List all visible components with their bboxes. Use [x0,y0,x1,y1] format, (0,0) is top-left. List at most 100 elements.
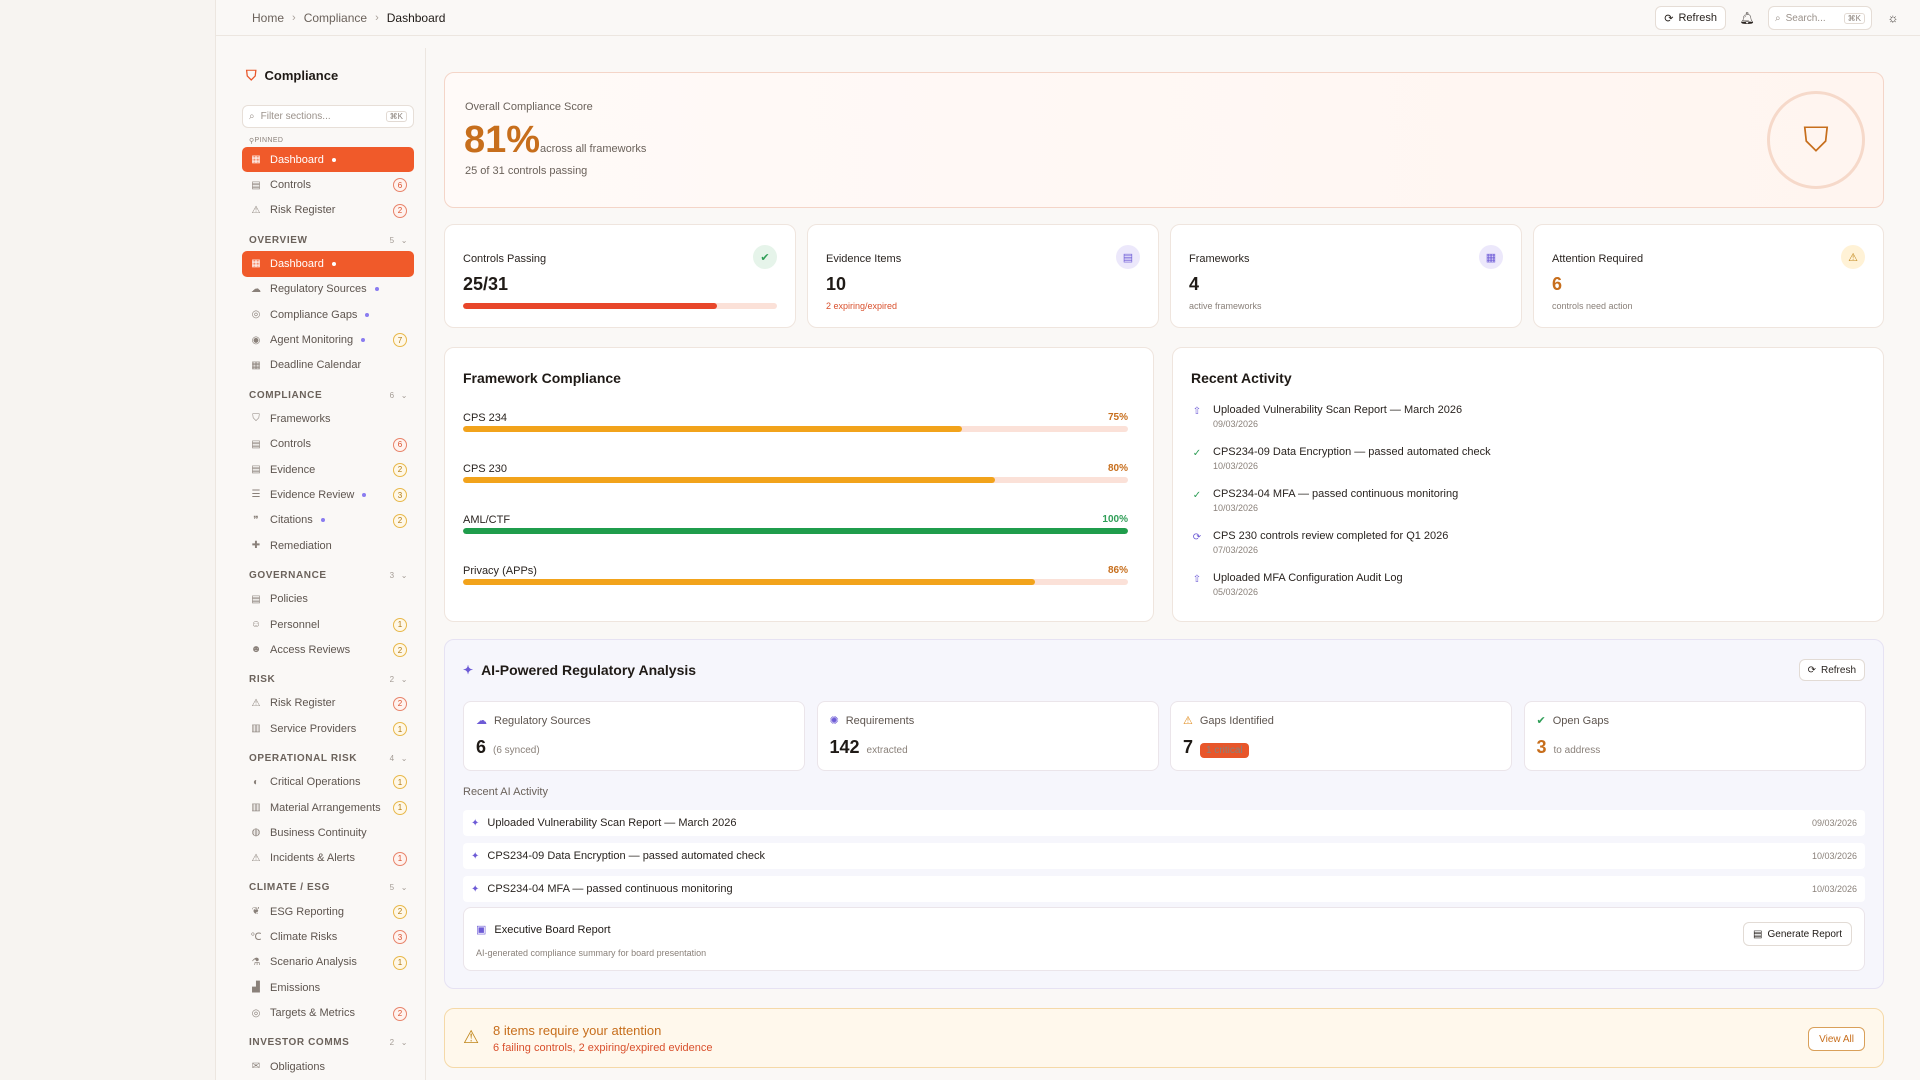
warning-icon: ⚠ [1841,245,1865,269]
bell-icon[interactable]: 🔔︎ [1739,11,1755,25]
sidebar-item-agent-monitoring[interactable]: ◉ Agent Monitoring 7 [242,327,414,352]
sidebar-item-deadline-calendar[interactable]: ▦ Deadline Calendar [242,353,414,378]
sidebar-item-compliance-gaps[interactable]: ◎ Compliance Gaps [242,302,414,327]
framework-progress-fill [463,579,1035,585]
sidebar-item-frameworks[interactable]: ⛉ Frameworks [242,406,414,431]
metric-value-row: 3 to address [1537,737,1601,758]
activity-date: 05/03/2026 [1213,587,1259,597]
dashboard-icon: ▦ [251,154,261,166]
ai-activity-date: 09/03/2026 [1811,818,1857,828]
framework-progress-bar [463,426,1128,432]
section-header-governance[interactable]: GOVERNANCE 3 ⌄ [242,564,414,586]
breadcrumb-compliance[interactable]: Compliance [303,11,368,25]
breadcrumb-home[interactable]: Home [252,11,285,25]
ai-analysis-header: ✦ AI-Powered Regulatory Analysis [463,662,696,678]
count-badge: 3 [393,930,407,945]
search-input[interactable]: ⌕ Search... ⌘K [1768,6,1872,30]
sidebar-item-esg-reporting[interactable]: ❦ ESG Reporting 2 [242,899,414,924]
stat-controls-passing: Controls Passing 25/31 ✔ [444,224,796,328]
sidebar-item-policies[interactable]: ▤ Policies [242,586,414,611]
sidebar-item-evidence-review[interactable]: ☰ Evidence Review 3 [242,482,414,507]
section-header-risk[interactable]: RISK 2 ⌄ [242,669,414,691]
calendar-icon: ▦ [1479,245,1503,269]
generate-report-button[interactable]: ▤ Generate Report [1743,922,1852,946]
section-count: 3 [389,570,395,580]
metric-value-row: 7 1 critical [1183,737,1249,758]
section-header-operational-risk[interactable]: OPERATIONAL RISK 4 ⌄ [242,747,414,769]
chevron-down-icon: ⌄ [400,390,408,400]
activity-text: CPS234-09 Data Encryption — passed autom… [1213,446,1491,458]
cloud-icon: ☁ [476,715,487,727]
sidebar-item-remediation[interactable]: ✚ Remediation [242,533,414,558]
warning-icon: ⚠ [251,204,261,216]
topbar-refresh-button[interactable]: ⟳ Refresh [1655,6,1726,30]
ai-activity-row: ✦ CPS234-04 MFA — passed continuous monit… [463,876,1865,902]
building-icon: ▥ [251,802,261,813]
warning-icon: ⚠ [251,852,261,864]
search-shortcut: ⌘K [1843,12,1865,24]
calendar-icon: ▦ [251,359,261,371]
sidebar-item-climate-risks[interactable]: ℃ Climate Risks 3 [242,924,414,949]
sidebar-item-label: Targets & Metrics [270,1007,355,1020]
document-icon: ▤ [251,464,261,476]
activity-item: ⇧ Uploaded MFA Configuration Audit Log 05/… [1191,572,1403,597]
sidebar-item-risk-register[interactable]: ⚠ Risk Register 2 [242,691,414,716]
sidebar-item-access-reviews[interactable]: ☻ Access Reviews 2 [242,637,414,662]
section-header-investor-comms[interactable]: INVESTOR COMMS 2 ⌄ [242,1032,414,1054]
sidebar-item-label: Climate Risks [270,931,338,944]
activity-date: 09/03/2026 [1213,419,1259,429]
sun-icon[interactable]: ☼ [1887,11,1899,25]
sidebar-item-emissions[interactable]: ▟ Emissions [242,975,414,1000]
sidebar-item-targets-metrics[interactable]: ◎ Targets & Metrics 2 [242,1001,414,1026]
score-label: Overall Compliance Score [465,101,593,113]
ai-activity-date: 10/03/2026 [1811,851,1857,861]
sidebar-item-citations[interactable]: ❞ Citations 2 [242,508,414,533]
sidebar-item-pinned-dashboard[interactable]: ▦ Dashboard [242,147,414,173]
sidebar-item-incidents-alerts[interactable]: ⚠ Incidents & Alerts 1 [242,846,414,871]
sidebar-item-obligations[interactable]: ✉ Obligations [242,1054,414,1079]
section-header-compliance[interactable]: COMPLIANCE 6 ⌄ [242,384,414,406]
sidebar-item-scenario-analysis[interactable]: ⚗ Scenario Analysis 1 [242,950,414,975]
upload-icon: ⇧ [1192,574,1202,585]
count-badge: 2 [393,696,407,711]
section-title: OPERATIONAL RISK [249,752,358,764]
filter-sections-input[interactable]: ⌕ Filter sections... ⌘K [242,105,414,128]
sidebar-item-label: Controls [270,438,311,451]
chevron-right-icon: › [292,12,296,24]
section-count: 5 [389,883,395,893]
sidebar-item-business-continuity[interactable]: ◍ Business Continuity [242,820,414,845]
sidebar-item-pinned-controls[interactable]: ▤ Controls 6 [242,172,414,197]
sidebar-item-personnel[interactable]: ☺ Personnel 1 [242,612,414,637]
section-title: GOVERNANCE [249,569,327,581]
view-all-button[interactable]: View All [1808,1027,1865,1051]
status-dot [331,261,336,266]
metric-value: 6 [476,737,487,757]
section-header-climate-esg[interactable]: CLIMATE / ESG 5 ⌄ [242,877,414,899]
activity-date: 10/03/2026 [1213,461,1259,471]
section-header-overview[interactable]: OVERVIEW 5 ⌄ [242,229,414,251]
sidebar-item-controls[interactable]: ▤ Controls 6 [242,432,414,457]
activity-text: Uploaded MFA Configuration Audit Log [1213,572,1403,584]
sidebar-item-label: Dashboard [270,257,324,270]
sidebar-item-dashboard[interactable]: ▦ Dashboard [242,251,414,277]
count-badge: 1 [393,722,407,737]
sidebar-item-regulatory-sources[interactable]: ☁ Regulatory Sources [242,277,414,302]
score-detail: 25 of 31 controls passing [465,165,588,177]
sidebar-item-material-arrangements[interactable]: ▥ Material Arrangements 1 [242,795,414,820]
executive-board-report: ▣ Executive Board Report AI-generated co… [463,907,1865,971]
framework-compliance-card: Framework Compliance CPS 234 75% CPS 230 80… [444,347,1154,622]
count-badge: 2 [393,1006,407,1021]
thermometer-icon: ℃ [250,931,262,943]
count-badge: 2 [393,203,407,218]
stat-attention-required: Attention Required 6 controls need actio… [1533,224,1884,328]
ai-refresh-button[interactable]: ⟳ Refresh [1798,659,1865,681]
sidebar-item-critical-operations[interactable]: ◐ Critical Operations 1 [242,769,414,794]
ai-activity-date: 10/03/2026 [1811,884,1857,894]
sidebar-item-service-providers[interactable]: ▥ Service Providers 1 [242,716,414,741]
sidebar-item-evidence[interactable]: ▤ Evidence 2 [242,457,414,482]
upload-icon: ⇧ [1192,406,1202,417]
sidebar-item-label: Remediation [270,539,332,552]
sidebar-item-label: Risk Register [270,697,336,710]
sidebar-item-pinned-risk-register[interactable]: ⚠ Risk Register 2 [242,198,414,223]
metric-title: Gaps Identified [1199,714,1274,727]
